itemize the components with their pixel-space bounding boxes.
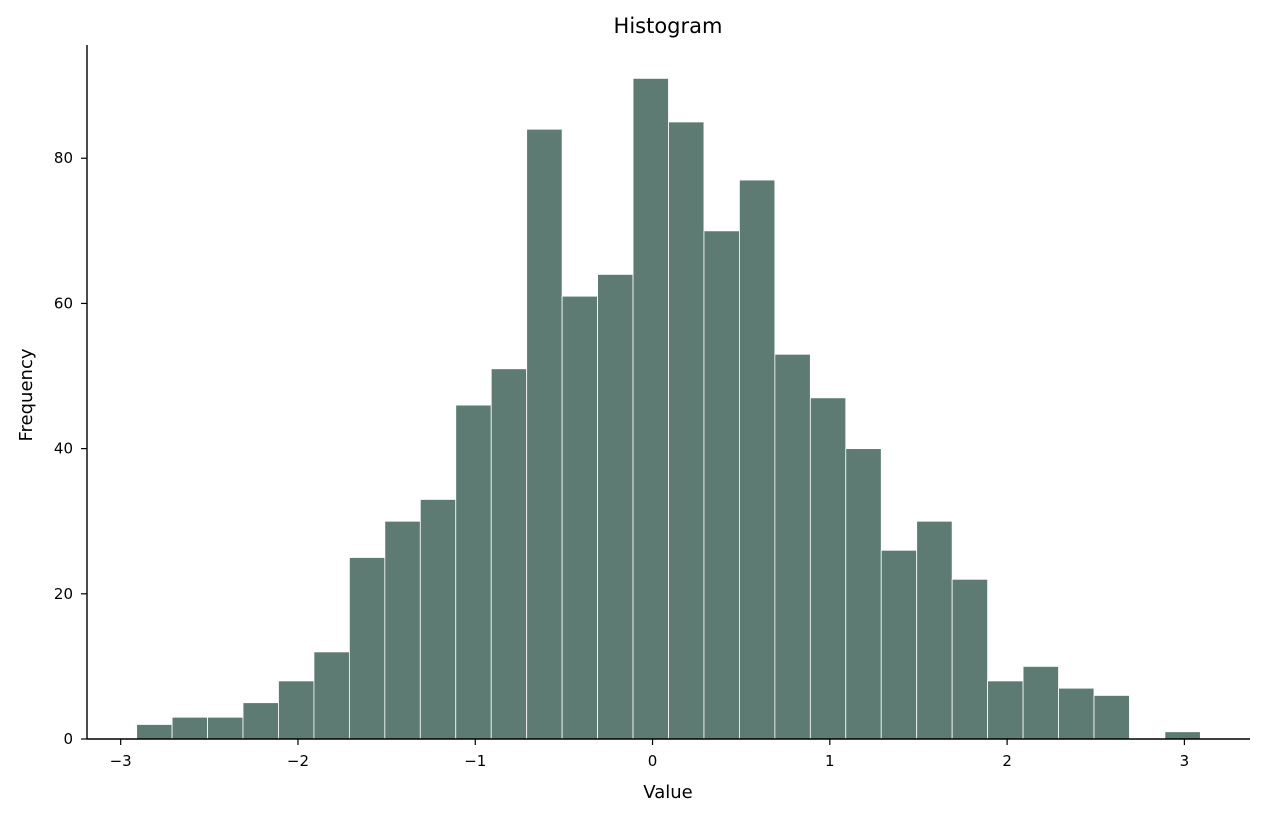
y-tick-label: 20 — [54, 585, 73, 603]
y-tick-label: 40 — [54, 440, 73, 458]
y-tick-label: 0 — [63, 730, 73, 748]
chart-title: Histogram — [614, 14, 723, 38]
histogram-bar — [419, 499, 457, 740]
histogram-bar — [490, 368, 528, 740]
histogram-bar — [384, 520, 421, 740]
bars-group — [136, 77, 1201, 740]
x-tick-label: −1 — [464, 752, 486, 770]
histogram-bar — [207, 716, 244, 740]
histogram-bar — [987, 680, 1024, 740]
histogram-bar — [809, 397, 847, 740]
histogram-bar — [278, 680, 315, 740]
y-tick-label: 60 — [54, 294, 73, 312]
histogram-bar — [703, 230, 740, 740]
histogram-bar — [739, 179, 776, 740]
histogram-bar — [774, 353, 811, 740]
y-axis-label: Frequency — [16, 348, 37, 441]
histogram-bar — [668, 121, 705, 740]
x-tick-label: 1 — [825, 752, 835, 770]
histogram-bar — [242, 702, 279, 740]
y-tick-label: 80 — [54, 149, 73, 167]
x-axis-label: Value — [643, 782, 692, 803]
histogram-bar — [1093, 695, 1130, 740]
histogram-bar — [845, 448, 882, 740]
histogram-bar — [526, 128, 563, 740]
histogram-bar — [1164, 731, 1201, 740]
x-tick-label: −2 — [287, 752, 309, 770]
histogram-bar — [313, 651, 350, 740]
histogram-bar — [597, 273, 634, 740]
x-tick-label: 0 — [648, 752, 658, 770]
histogram-bar — [632, 77, 669, 740]
x-axis-ticks: −3 −2 −1 0 1 2 3 — [110, 739, 1190, 770]
x-tick-label: −3 — [110, 752, 132, 770]
histogram-bar — [348, 557, 386, 740]
histogram-bar — [171, 716, 208, 740]
histogram-bar — [455, 404, 492, 740]
x-tick-label: 2 — [1002, 752, 1012, 770]
x-tick-label: 3 — [1180, 752, 1190, 770]
histogram-bar — [1022, 666, 1059, 740]
histogram-bar — [880, 549, 918, 740]
histogram-bar — [951, 578, 989, 740]
histogram-bar — [136, 724, 173, 740]
histogram-bar — [1058, 687, 1095, 740]
y-axis-ticks: 0 20 40 60 80 — [54, 149, 87, 748]
histogram-bar — [916, 520, 953, 740]
histogram-bar — [561, 295, 598, 740]
